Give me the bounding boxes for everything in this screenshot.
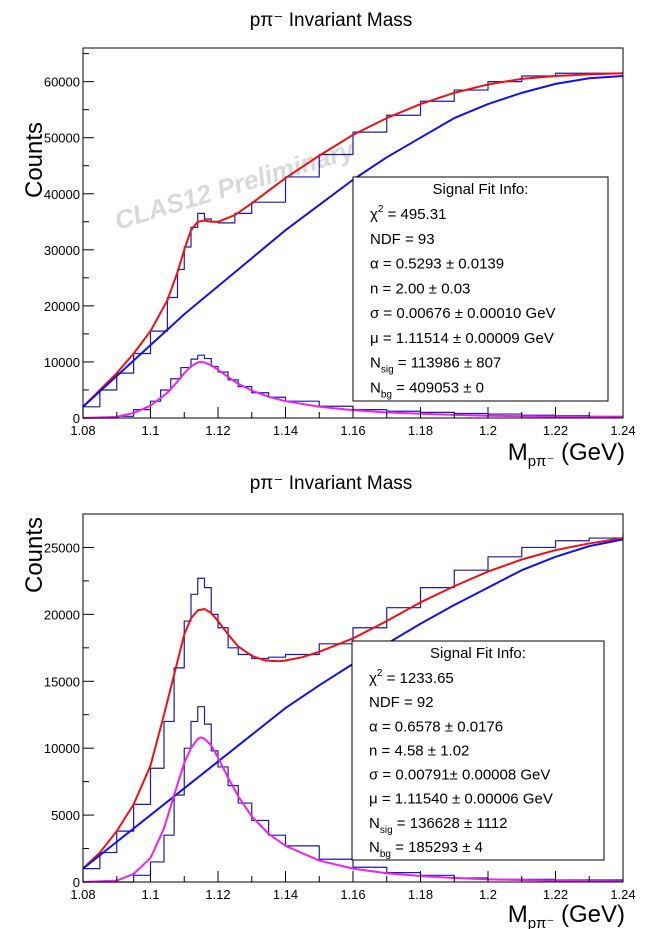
info-box-line: α = 0.5293 ± 0.0139 bbox=[370, 256, 504, 273]
signal-fit-series bbox=[82, 736, 624, 883]
x-tick-label: 1.08 bbox=[70, 423, 95, 438]
info-box-heading: Signal Fit Info: bbox=[430, 645, 526, 662]
x-tick-label: 1.16 bbox=[340, 423, 365, 438]
y-tick-label: 10000 bbox=[44, 741, 80, 756]
chart-title: pπ⁻ Invariant Mass bbox=[250, 473, 413, 494]
y-tick-label: 10000 bbox=[44, 355, 80, 370]
info-box-line: χ2 = 495.31 bbox=[370, 204, 446, 223]
info-box-frame bbox=[352, 176, 609, 402]
x-tick-label: 1.18 bbox=[408, 887, 433, 902]
total-fit-series bbox=[82, 537, 624, 870]
info-box-line: Nbg = 409053 ± 0 bbox=[370, 379, 484, 400]
x-axis-title: Mpπ⁻ (GeV) bbox=[508, 439, 625, 470]
y-axis-title: Counts bbox=[21, 122, 48, 198]
x-axis-title-subscript: pπ⁻ bbox=[528, 453, 555, 470]
info-box-line: Nsig = 136628 ± 1112 bbox=[369, 815, 508, 836]
signal-histogram-series bbox=[83, 354, 623, 419]
x-tick-label: 1.1 bbox=[141, 423, 159, 438]
x-tick-label: 1.14 bbox=[273, 423, 298, 438]
x-tick-label: 1.08 bbox=[70, 887, 95, 902]
x-tick-label: 1.2 bbox=[479, 887, 497, 902]
x-tick-label: 1.22 bbox=[543, 423, 568, 438]
info-box-heading: Signal Fit Info: bbox=[433, 181, 529, 198]
y-axis-title: Counts bbox=[21, 517, 48, 593]
x-tick-label: 1.24 bbox=[610, 887, 635, 902]
info-box-line: χ2 = 1233.65 bbox=[369, 668, 454, 687]
x-axis: 1.08 1.1 1.12 1.14 1.16 1.18 1.2 1.22 1.24 bbox=[70, 407, 636, 438]
x-axis-title-unit: (GeV) bbox=[554, 901, 625, 928]
y-tick-label: 50000 bbox=[44, 131, 80, 146]
total-fit-series bbox=[82, 72, 624, 408]
x-tick-label: 1.24 bbox=[610, 423, 635, 438]
x-tick-label: 1.1 bbox=[141, 887, 159, 902]
info-box-line: α = 0.6578 ± 0.0176 bbox=[369, 718, 503, 735]
signal-fit-info-box: Signal Fit Info: χ2 = 495.31 NDF = 93 α = 0… bbox=[352, 176, 609, 402]
signal-fit-series bbox=[82, 360, 624, 419]
y-axis: 0 10000 20000 30000 40000 50000 60000 bbox=[44, 53, 94, 426]
y-tick-label: 5000 bbox=[51, 808, 80, 823]
x-axis-title-unit: (GeV) bbox=[554, 439, 625, 466]
info-box-line: NDF = 92 bbox=[369, 694, 434, 711]
y-axis: 0 5000 10000 15000 20000 25000 bbox=[44, 513, 94, 890]
y-tick-label: 0 bbox=[73, 411, 80, 426]
y-tick-label: 20000 bbox=[44, 607, 80, 622]
y-tick-label: 25000 bbox=[44, 540, 80, 555]
info-box-line: Nbg = 185293 ± 4 bbox=[369, 839, 483, 860]
x-axis: 1.08 1.1 1.12 1.14 1.16 1.18 1.2 1.22 1.24 bbox=[70, 871, 636, 902]
info-box-line: μ = 1.11514 ± 0.00009 GeV bbox=[370, 330, 554, 347]
data-histogram-series bbox=[82, 534, 624, 882]
info-box-line: NDF = 93 bbox=[370, 231, 435, 248]
x-axis-title-symbol: M bbox=[508, 439, 528, 466]
x-tick-label: 1.2 bbox=[479, 423, 497, 438]
x-tick-label: 1.18 bbox=[408, 423, 433, 438]
info-box-line: n = 2.00 ± 0.03 bbox=[370, 280, 470, 297]
x-axis-title-subscript: pπ⁻ bbox=[528, 915, 555, 929]
y-tick-label: 60000 bbox=[44, 75, 80, 90]
chart-title: pπ⁻ Invariant Mass bbox=[250, 10, 413, 31]
x-tick-label: 1.16 bbox=[340, 887, 365, 902]
signal-fit-info-box: Signal Fit Info: χ2 = 1233.65 NDF = 92 α = … bbox=[351, 640, 605, 861]
y-tick-label: 15000 bbox=[44, 674, 80, 689]
x-axis-title: Mpπ⁻ (GeV) bbox=[508, 901, 625, 929]
x-tick-label: 1.14 bbox=[273, 887, 298, 902]
info-box-line: Nsig = 113986 ± 807 bbox=[370, 355, 501, 376]
y-tick-label: 20000 bbox=[44, 299, 80, 314]
info-box-line: μ = 1.11540 ± 0.00006 GeV bbox=[369, 791, 553, 808]
info-box-line: σ = 0.00676 ± 0.00010 GeV bbox=[370, 305, 556, 322]
bottom-chart: pπ⁻ Invariant Mass 1.08 1.1 1.12 1.14 1.16 1.… bbox=[21, 473, 636, 929]
info-box-frame bbox=[351, 640, 605, 861]
x-axis-title-symbol: M bbox=[508, 901, 528, 928]
info-box-line: σ = 0.00791± 0.00008 GeV bbox=[369, 767, 550, 784]
y-tick-label: 0 bbox=[73, 875, 80, 890]
y-tick-label: 30000 bbox=[44, 243, 80, 258]
x-tick-label: 1.12 bbox=[205, 423, 230, 438]
x-tick-label: 1.12 bbox=[205, 887, 230, 902]
x-tick-label: 1.22 bbox=[543, 887, 568, 902]
info-box-line: n = 4.58 ± 1.02 bbox=[369, 742, 469, 759]
y-tick-label: 40000 bbox=[44, 187, 80, 202]
